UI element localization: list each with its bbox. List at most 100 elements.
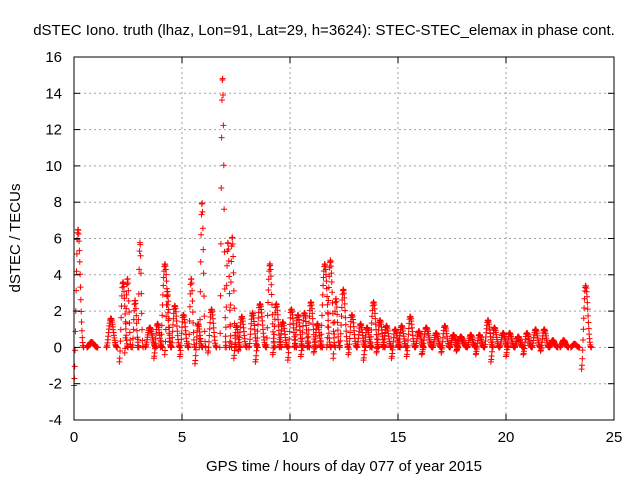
data-point [298,341,305,348]
data-point [197,288,204,295]
data-point [405,325,412,332]
data-point [78,318,85,325]
data-point [253,347,260,354]
data-point [270,338,277,345]
data-point [206,332,213,339]
data-point [117,326,124,333]
data-point [190,320,197,327]
data-point [324,323,331,330]
data-arc [269,300,285,358]
data-point [323,278,330,285]
data-point [125,297,132,304]
data-point [200,293,207,300]
data-point [122,320,129,327]
data-point [152,340,159,347]
data-point [178,330,185,337]
data-point [225,246,232,253]
data-point [132,305,139,312]
data-point [189,297,196,304]
data-point [254,344,261,351]
data-point [236,329,243,336]
data-point [271,323,278,330]
data-point [133,312,140,319]
data-point [226,338,233,345]
data-arc [511,333,527,351]
data-point [337,337,344,344]
data-point [342,321,349,328]
data-point [117,347,124,354]
data-arc [134,239,147,351]
data-point [317,338,324,345]
data-point [588,344,595,351]
data-point [186,331,193,338]
data-point [193,333,200,340]
data-point [334,311,341,318]
data-point [134,327,140,334]
x-tick-label: 25 [606,429,623,446]
data-point [198,211,205,218]
axis-ticks [73,56,615,421]
data-point [253,341,260,348]
data-point [136,266,143,273]
data-point [170,315,177,322]
y-tick-label: 8 [54,194,62,211]
data-point [584,306,591,313]
data-point [193,340,200,347]
data-point [126,309,133,316]
data-point [173,317,180,324]
data-point [206,338,212,345]
data-point [320,274,327,281]
data-point [177,342,184,349]
data-arc [297,309,313,360]
data-point [404,342,411,349]
data-point [265,276,272,283]
data-point [328,270,335,277]
data-point [318,322,325,329]
data-point [137,241,144,248]
data-point [346,335,353,342]
data-point [371,310,378,317]
data-point [236,339,243,346]
data-point [218,185,225,192]
data-point [285,343,292,350]
x-tick-label: 5 [178,429,186,446]
data-point [581,304,588,311]
data-point [187,281,194,288]
data-point [271,331,278,338]
data-point [341,300,348,307]
data-point [77,296,84,303]
data-point [121,288,128,295]
data-point [226,344,233,351]
data-point [286,328,293,335]
data-point [116,355,123,362]
data-point [222,314,229,321]
data-point [299,329,306,336]
grid-lines [74,57,614,420]
data-point [162,326,169,333]
data-point [255,315,262,322]
data-point [326,273,333,280]
data-point [274,311,281,318]
data-point [158,331,165,338]
data-point [76,247,83,254]
y-tick-label: 2 [54,303,62,320]
data-arc [366,299,382,351]
data-point [186,303,193,310]
data-arc [168,302,183,351]
data-point [332,308,338,315]
data-arc [472,331,488,358]
data-point [122,334,129,341]
data-point [367,339,374,346]
data-point [165,298,172,305]
data-point [199,200,206,207]
data-point [335,333,342,340]
data-point [229,234,236,241]
data-point [309,315,316,322]
data-point [162,347,169,354]
data-point [160,274,167,281]
data-point [94,344,101,351]
data-arc [557,337,572,351]
data-point [138,310,145,317]
data-point [217,292,224,299]
data-point [306,319,313,326]
